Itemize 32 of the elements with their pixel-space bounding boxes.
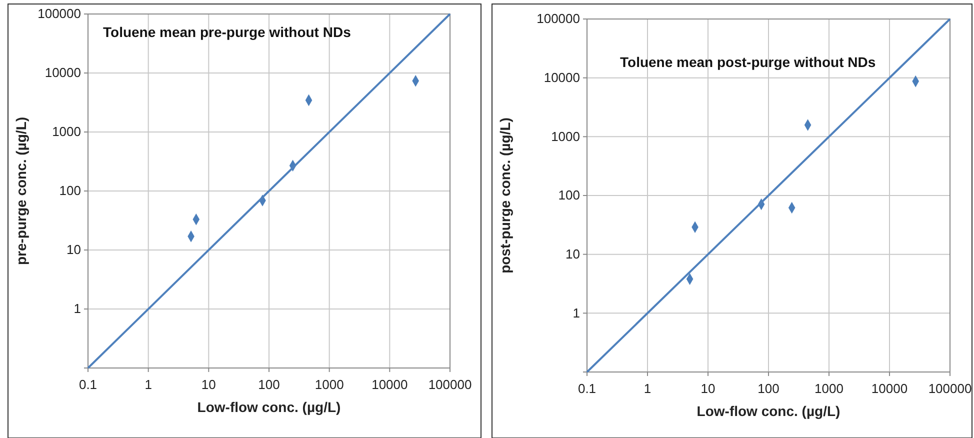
y-tick-label: 10000 (544, 70, 580, 85)
x-axis-title: Low-flow conc. (µg/L) (197, 399, 341, 415)
x-tick-label: 10000 (372, 377, 408, 392)
text: Toluene mean pre-purge without NDs (103, 24, 352, 40)
x-tick-label: 1 (644, 381, 652, 396)
x-tick-label: 100000 (928, 381, 972, 396)
y-tick-label: 10 (66, 242, 81, 258)
x-tick-label: 0.1 (78, 377, 98, 392)
y-tick-label: 1 (572, 305, 580, 320)
y-axis-title: pre-purge conc. (µg/L) (13, 116, 29, 266)
y-tick-label: 10 (566, 246, 580, 262)
y-tick-label: 100000 (536, 11, 580, 26)
y-tick-label: 100 (59, 183, 81, 198)
x-tick-label: 100 (758, 381, 780, 396)
x-tick-label: 1000 (814, 381, 844, 396)
y-tick-label: 1 (74, 301, 81, 316)
x-axis-title: Low-flow conc. (µg/L) (696, 403, 840, 419)
y-axis-title: post-purge conc. (µg/L) (497, 118, 513, 274)
x-tick-label: 1000 (314, 377, 344, 392)
x-tick-label: 10 (700, 381, 716, 396)
y-tick-label: 100 (558, 188, 580, 203)
y-tick-label: 10000 (44, 65, 81, 80)
x-tick-label: 100000 (428, 377, 472, 392)
x-tick-label: 10000 (871, 381, 908, 396)
x-tick-label: 100 (258, 377, 280, 392)
y-tick-label: 1000 (551, 128, 580, 144)
y-tick-label: 100000 (38, 6, 81, 22)
x-tick-label: 10 (201, 377, 216, 392)
x-tick-label: 1 (144, 377, 152, 392)
text: Toluene mean post-purge without NDs (620, 54, 876, 70)
y-tick-label: 1000 (52, 124, 81, 140)
x-tick-label: 0.1 (578, 381, 596, 396)
